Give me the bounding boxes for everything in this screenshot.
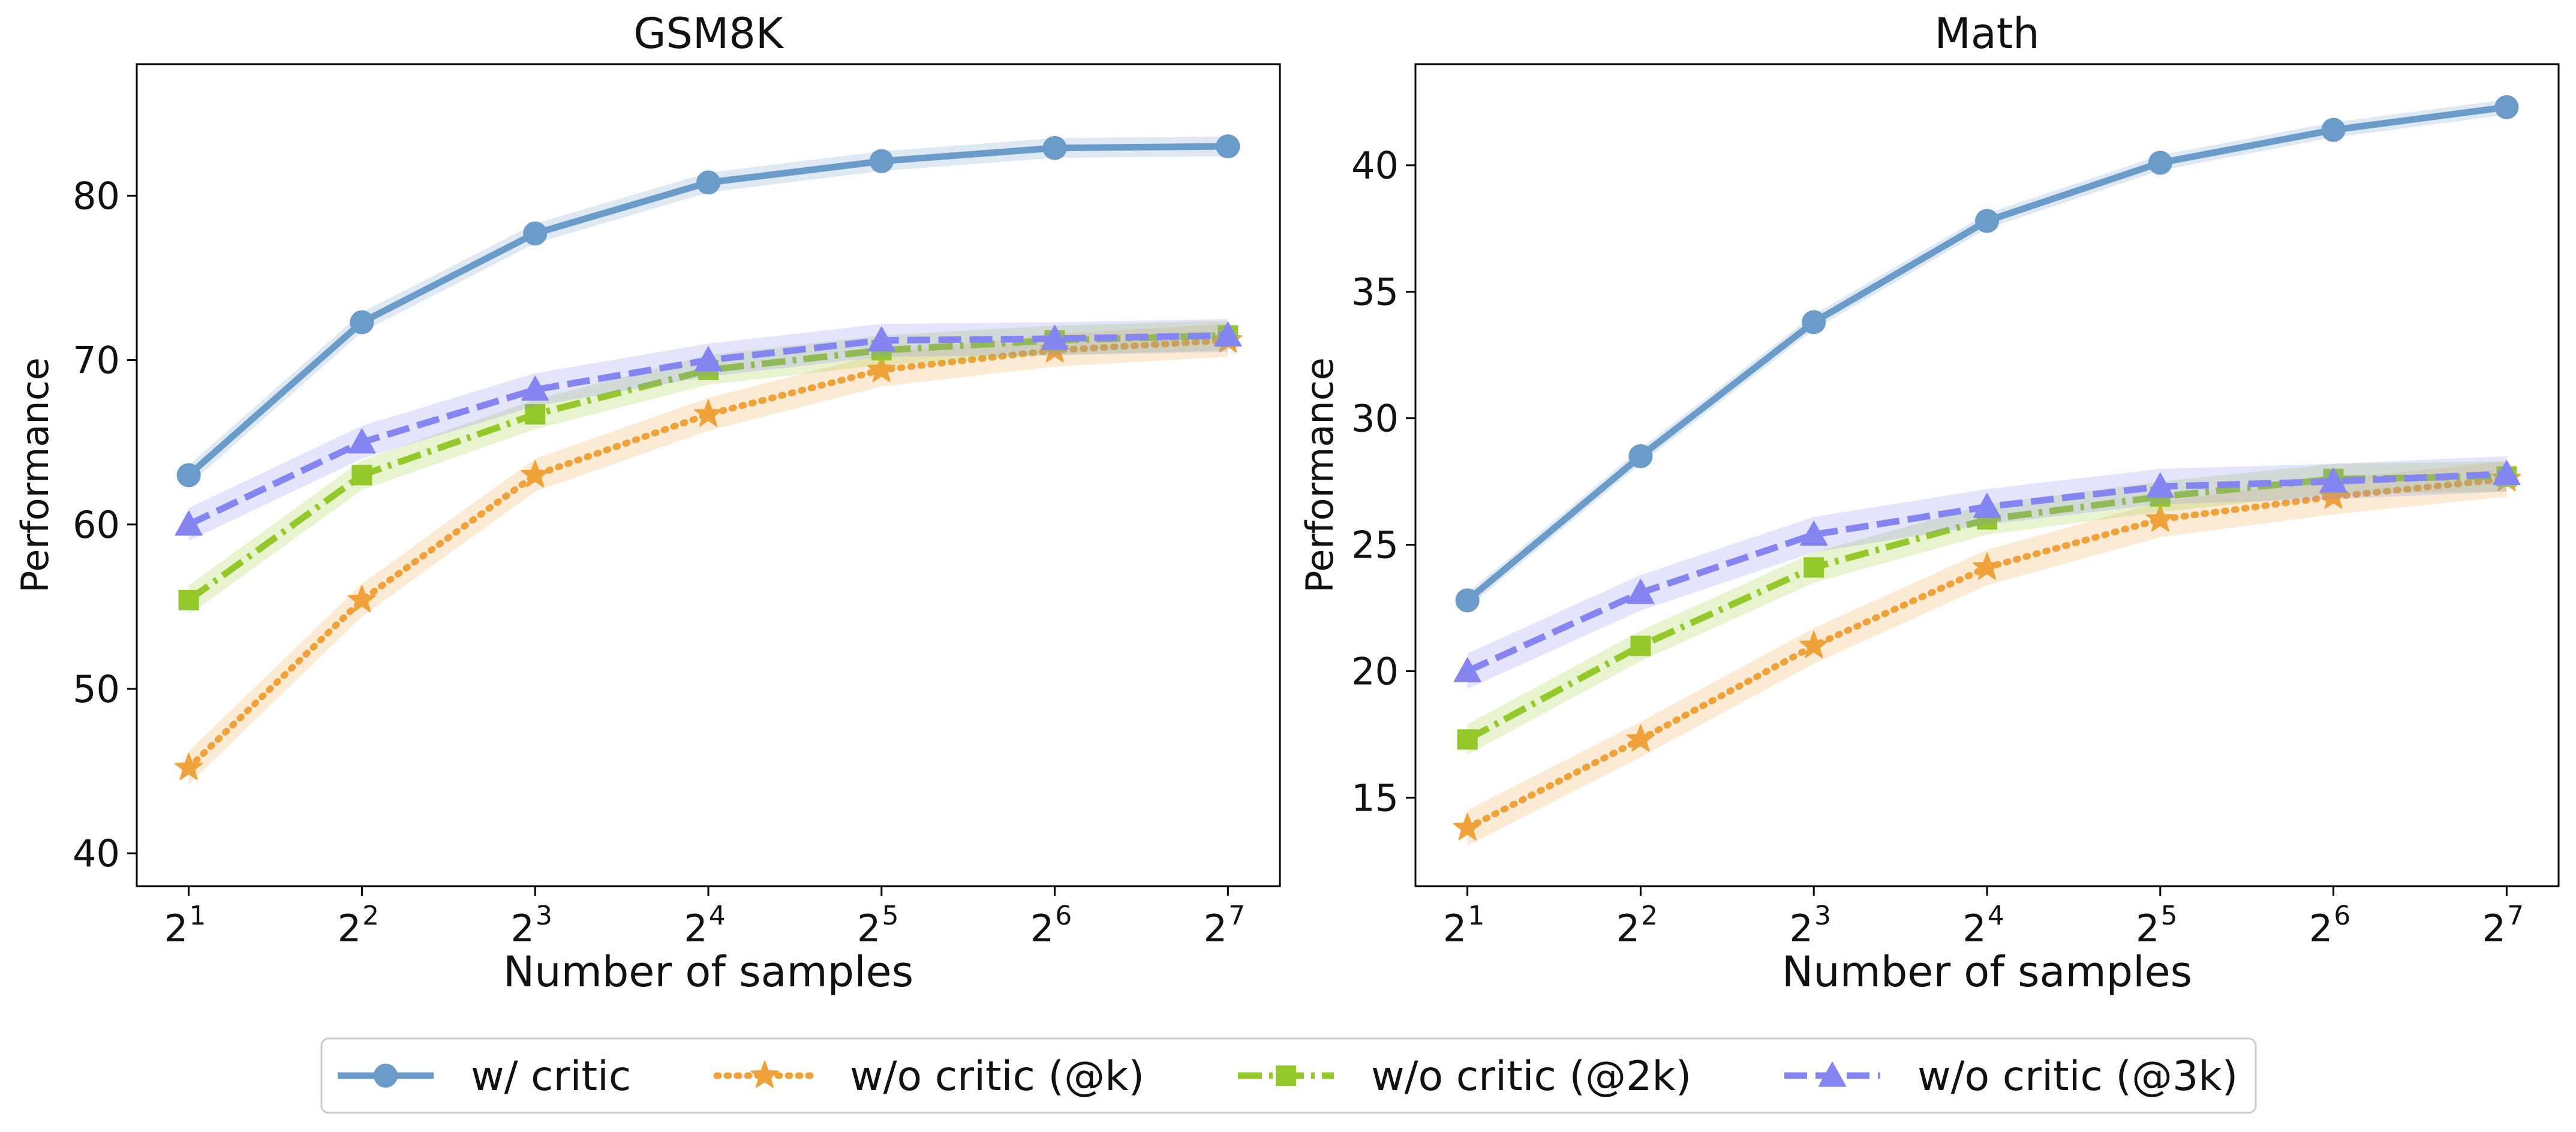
y-axis-label: Performance: [1298, 357, 1342, 593]
y-tick-label: 70: [73, 339, 120, 383]
data-point: [1628, 444, 1653, 468]
chart-title: GSM8K: [633, 9, 784, 58]
series-w-o-critic-3k: [175, 319, 1242, 541]
x-tick-label: 26: [1030, 901, 1072, 950]
y-tick-label: 60: [73, 503, 120, 547]
data-point: [2321, 118, 2346, 142]
chart-title: Math: [1934, 9, 2039, 58]
series-w-critic: [176, 134, 1240, 487]
x-axis-label: Number of samples: [503, 947, 913, 996]
legend-label: w/o critic (@k): [850, 1053, 1144, 1100]
data-point: [1630, 636, 1651, 657]
x-tick-label: 27: [1204, 901, 1245, 950]
data-point: [1802, 310, 1826, 335]
data-point: [694, 399, 723, 427]
y-tick-label: 30: [1351, 397, 1399, 441]
data-point: [2148, 150, 2172, 175]
data-point: [1041, 324, 1069, 350]
series-w-o-critic-3k: [1453, 456, 2521, 689]
series-w-o-critic-k: [174, 324, 1243, 784]
legend-label: w/o critic (@2k): [1371, 1053, 1691, 1100]
legend-marker: [1276, 1065, 1296, 1086]
x-tick-label: 23: [510, 901, 552, 950]
data-point: [521, 460, 549, 487]
x-axis-label: Number of samples: [1782, 947, 2192, 996]
y-tick-label: 20: [1351, 649, 1399, 693]
x-tick-label: 25: [857, 901, 898, 950]
data-point: [1800, 520, 1828, 546]
series-w-critic: [1455, 95, 2519, 613]
data-point: [1626, 724, 1655, 752]
data-point: [2146, 472, 2174, 498]
chart-panel-gsm8k: GSM8K 40 50 60 70 80 21 22 23 24 25 26 27 Number of s…: [13, 9, 1281, 996]
legend-item-w-o-critic-3k: w/o critic (@3k): [1784, 1053, 2238, 1100]
y-axis-label: Performance: [13, 357, 57, 593]
data-point: [2319, 468, 2347, 493]
series-band: [188, 136, 1228, 486]
data-point: [1455, 588, 1480, 613]
legend-item-w-o-critic-k: w/o critic (@k): [713, 1053, 1144, 1100]
legend-item-w-critic: w/ critic: [338, 1053, 631, 1100]
legend-item-w-o-critic-2k: w/o critic (@2k): [1238, 1053, 1691, 1100]
data-point: [521, 375, 549, 401]
data-point: [2493, 460, 2521, 485]
data-point: [174, 752, 203, 780]
y-tick-label: 25: [1351, 523, 1399, 567]
data-point: [1973, 552, 2001, 580]
data-point: [176, 463, 201, 487]
data-point: [695, 346, 722, 372]
legend-marker: [1818, 1062, 1846, 1087]
series-band: [188, 324, 1228, 784]
data-point: [696, 170, 720, 195]
data-point: [869, 149, 894, 173]
y-tick-label: 40: [1351, 144, 1399, 188]
data-point: [1042, 136, 1067, 160]
data-point: [523, 221, 548, 246]
legend-label: w/o critic (@3k): [1917, 1053, 2238, 1100]
y-tick-label: 15: [1351, 776, 1399, 820]
x-tick-label: 22: [338, 901, 379, 950]
x-tick-label: 21: [1443, 901, 1484, 950]
x-tick-label: 22: [1616, 901, 1658, 950]
x-tick-label: 23: [1789, 901, 1830, 950]
data-point: [1453, 813, 1482, 841]
data-point: [350, 310, 374, 335]
y-tick-label: 35: [1351, 270, 1399, 314]
data-point: [351, 465, 372, 486]
y-tick-label: 50: [73, 667, 120, 711]
y-tick-label: 40: [73, 832, 120, 875]
data-point: [1803, 557, 1824, 578]
data-point: [2494, 95, 2519, 119]
data-point: [175, 510, 203, 536]
x-tick-label: 27: [2482, 901, 2524, 950]
legend-marker: [374, 1064, 398, 1088]
x-tick-label: 24: [1962, 901, 2004, 950]
data-point: [867, 355, 896, 383]
data-point: [1799, 631, 1828, 658]
x-tick-label: 26: [2309, 901, 2350, 950]
series-band: [1467, 461, 2507, 846]
x-tick-label: 21: [164, 901, 206, 950]
legend-label: w/ critic: [471, 1053, 631, 1100]
data-point: [348, 428, 376, 454]
data-point: [1975, 209, 1999, 233]
data-point: [347, 585, 377, 613]
y-tick-label: 80: [73, 174, 120, 218]
data-point: [1457, 729, 1478, 750]
x-tick-label: 24: [684, 901, 725, 950]
data-point: [867, 326, 895, 352]
x-tick-label: 25: [2136, 901, 2177, 950]
data-point: [1214, 321, 1242, 347]
data-point: [1216, 134, 1240, 159]
data-point: [178, 589, 199, 610]
data-point: [525, 404, 546, 425]
chart-panel-math: Math 15 20 25 30 35 40 21 22 23 24 25 26 27 Number of …: [1298, 9, 2560, 996]
data-point: [1973, 493, 2001, 518]
data-point: [2146, 504, 2175, 532]
legend-marker: [750, 1061, 779, 1088]
data-point: [1453, 657, 1481, 683]
data-point: [1627, 579, 1655, 604]
legend: w/ critic w/o critic (@k) w/o critic (@2k)…: [320, 1037, 2257, 1114]
